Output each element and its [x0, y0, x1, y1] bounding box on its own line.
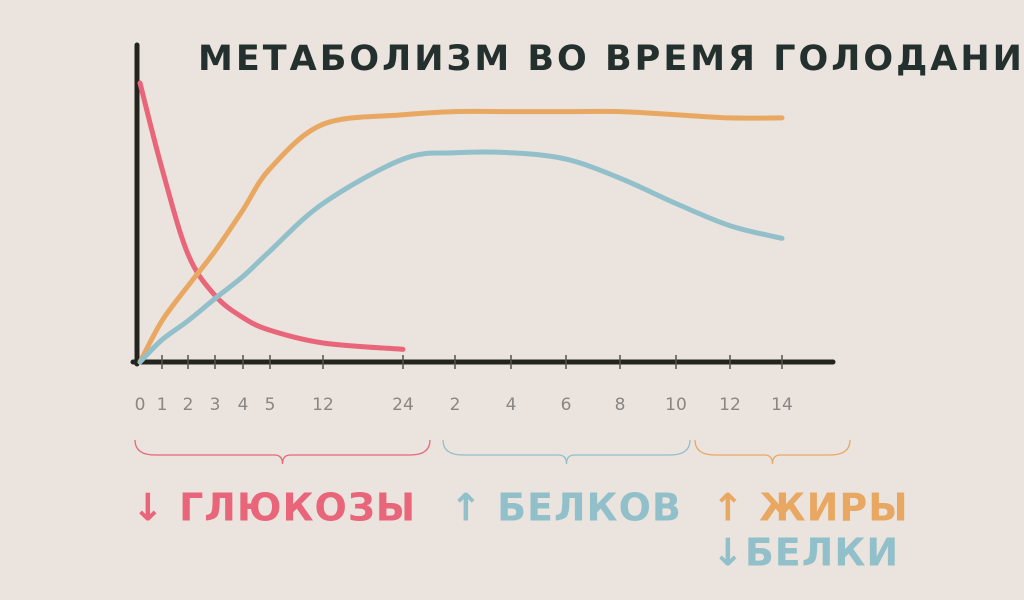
x-tick-label: 10	[665, 395, 687, 415]
x-tick-label: 4	[238, 395, 249, 415]
group-label: ↓БЕЛКИ	[712, 531, 899, 575]
x-tick-label: 8	[615, 395, 626, 415]
x-tick-label: 12	[719, 395, 741, 415]
x-tick-label: 12	[312, 395, 334, 415]
x-tick-label: 4	[506, 395, 517, 415]
x-tick-label: 24	[392, 395, 414, 415]
series-line	[137, 149, 785, 365]
chart-title: МЕТАБОЛИЗМ ВО ВРЕМЯ ГОЛОДАНИЯ	[198, 39, 1024, 79]
x-tick-label: 6	[561, 395, 572, 415]
group-brace	[134, 439, 431, 465]
x-tick-label: 3	[210, 395, 221, 415]
group-label: ↓ ГЛЮКОЗЫ	[132, 486, 416, 530]
x-tick-label: 2	[450, 395, 461, 415]
x-tick-label: 5	[265, 395, 276, 415]
x-tick-label: 0	[135, 395, 146, 415]
series-line	[137, 108, 785, 365]
group-brace	[694, 439, 851, 465]
group-label: ↑ БЕЛКОВ	[450, 486, 682, 530]
series-line	[137, 80, 406, 352]
group-brace	[442, 439, 691, 465]
x-tick-label: 2	[183, 395, 194, 415]
x-tick-label: 1	[157, 395, 168, 415]
x-tick-label: 14	[771, 395, 793, 415]
group-label: ↑ ЖИРЫ	[712, 486, 909, 530]
